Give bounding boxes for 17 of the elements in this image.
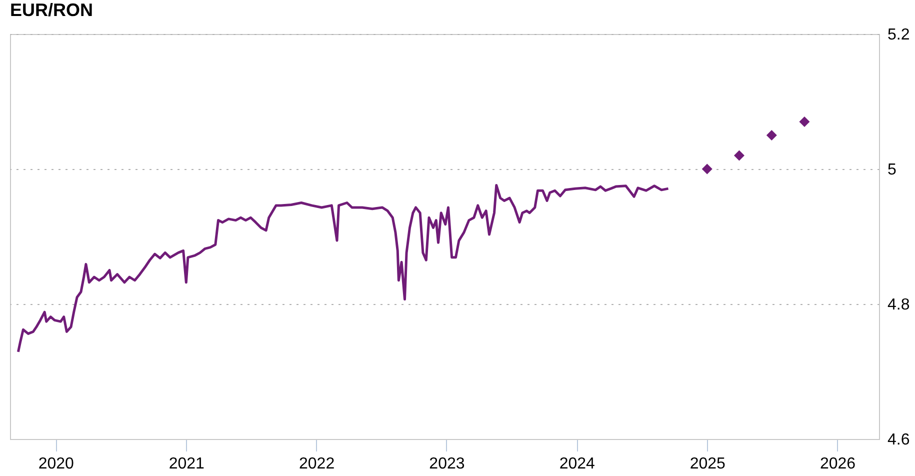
chart-title: EUR/RON [10,0,94,20]
y-tick-label: 5 [888,162,896,178]
point [734,150,744,161]
line-series [16,184,670,354]
y-tick-label: 4.8 [888,296,910,314]
point [702,164,712,174]
x-tick-label: 2021 [168,456,205,472]
x-tick-label: 2023 [429,456,465,472]
x-tick-label: 2025 [690,456,726,472]
x-tick-label: 2022 [299,456,335,472]
y-tick-label: 4.6 [888,432,910,448]
y-tick-label: 5.2 [888,26,910,44]
x-tick-label: 2026 [820,456,856,472]
x-tick-label: 2020 [38,456,74,472]
point [799,116,810,127]
point [766,130,777,140]
x-tick-label: 2024 [559,456,596,472]
